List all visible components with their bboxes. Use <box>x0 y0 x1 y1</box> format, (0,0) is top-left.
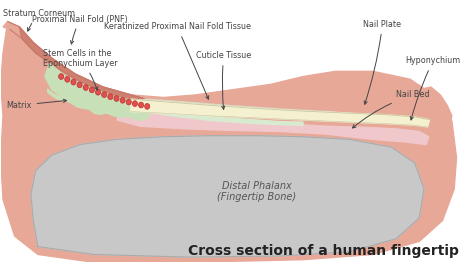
Circle shape <box>132 101 137 107</box>
Polygon shape <box>145 99 349 116</box>
Polygon shape <box>126 103 303 125</box>
Circle shape <box>65 77 70 82</box>
Circle shape <box>89 87 94 93</box>
Text: Stem Cells in the
Eponychium Layer: Stem Cells in the Eponychium Layer <box>43 49 117 90</box>
Text: Matrix: Matrix <box>6 99 67 110</box>
Circle shape <box>145 104 150 109</box>
Circle shape <box>120 97 125 103</box>
Text: Proximal Nail Fold (PNF): Proximal Nail Fold (PNF) <box>32 14 128 44</box>
Polygon shape <box>419 87 452 137</box>
Polygon shape <box>117 100 428 145</box>
Polygon shape <box>31 136 424 257</box>
Polygon shape <box>0 22 456 262</box>
Circle shape <box>108 94 113 100</box>
Circle shape <box>138 102 144 108</box>
Polygon shape <box>131 99 431 127</box>
Circle shape <box>77 82 82 88</box>
Circle shape <box>71 79 76 85</box>
Text: Nail Bed: Nail Bed <box>353 90 429 128</box>
Text: Cuticle Tissue: Cuticle Tissue <box>196 51 251 109</box>
Text: Distal Phalanx
(Fingertip Bone): Distal Phalanx (Fingertip Bone) <box>217 181 296 203</box>
Circle shape <box>83 85 88 90</box>
Text: Nail Plate: Nail Plate <box>364 20 401 104</box>
Text: Cross section of a human fingertip: Cross section of a human fingertip <box>188 244 459 258</box>
Polygon shape <box>45 63 149 116</box>
Text: Hyponychium: Hyponychium <box>405 56 461 120</box>
Polygon shape <box>3 22 159 108</box>
Circle shape <box>59 74 64 79</box>
Polygon shape <box>19 27 159 108</box>
Circle shape <box>101 92 107 98</box>
Circle shape <box>114 96 119 101</box>
Circle shape <box>126 99 131 105</box>
Circle shape <box>95 89 100 95</box>
Text: Stratum Corneum: Stratum Corneum <box>3 9 75 31</box>
Text: Keratinized Proximal Nail Fold Tissue: Keratinized Proximal Nail Fold Tissue <box>104 22 251 99</box>
